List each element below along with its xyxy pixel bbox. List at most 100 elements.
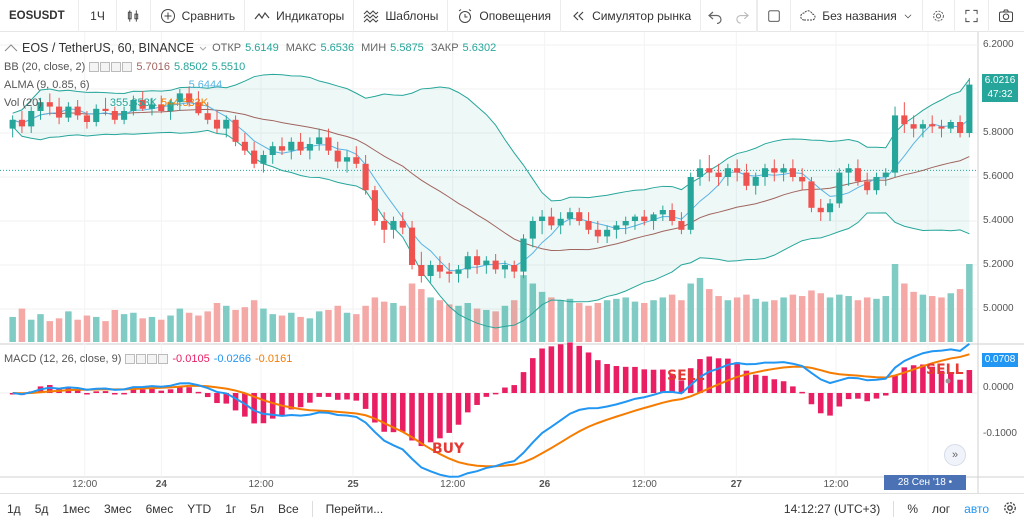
close-icon[interactable] <box>111 62 122 72</box>
bottom-settings-button[interactable] <box>996 501 1024 518</box>
high-value: 5.6536 <box>320 42 355 54</box>
candle-body <box>631 216 639 221</box>
range-buttons: 1д 5д 1мес 3мес 6мес YTD 1г 5л Все <box>0 502 306 516</box>
candle-body <box>492 260 499 270</box>
macd-histogram-bar <box>297 393 304 408</box>
range-button[interactable]: YTD <box>187 502 212 516</box>
candle-body <box>381 221 388 230</box>
candle-body <box>399 221 406 228</box>
layout-name-button[interactable]: Без названия <box>791 0 923 32</box>
compare-button[interactable]: Сравнить <box>151 0 246 32</box>
bb-basis-value: 5.7016 <box>136 61 170 73</box>
volume-bar <box>334 305 341 342</box>
percent-scale-button[interactable]: % <box>907 502 918 516</box>
fullscreen-select-button[interactable] <box>757 0 792 32</box>
collapse-legend-icon[interactable] <box>4 43 18 53</box>
candle-body <box>789 168 796 177</box>
log-scale-button[interactable]: лог <box>931 502 951 516</box>
range-button[interactable]: 1мес <box>62 502 90 516</box>
chart-canvas[interactable] <box>0 32 1024 493</box>
settings-button[interactable] <box>923 0 955 32</box>
title-chevron-icon[interactable] <box>198 43 208 53</box>
range-button[interactable]: 5д <box>34 502 49 516</box>
volume-bar <box>269 314 276 342</box>
volume-bar <box>650 300 657 342</box>
volume-bar <box>195 315 202 342</box>
macd-histogram-bar <box>102 391 109 393</box>
macd-histogram-bar <box>585 352 592 393</box>
layout-name-label: Без названия <box>822 8 897 23</box>
macd-histogram-bar <box>427 393 434 443</box>
candle-body <box>408 227 416 265</box>
bar-countdown-tag: 47:32 <box>982 88 1018 102</box>
candle-body <box>56 106 63 118</box>
alma-legend[interactable]: ALMA (9, 0.85, 6) 5.6444 <box>4 79 222 91</box>
candle-body <box>316 137 323 144</box>
macd-histogram-bar <box>307 393 313 403</box>
macd-line-value: -0.0266 <box>213 353 251 365</box>
candles-icon <box>127 9 138 22</box>
bb-legend[interactable]: BB (20, close, 2) 5.7016 5.8502 5.5510 <box>4 61 245 73</box>
volume-bar <box>102 321 109 342</box>
eye-icon[interactable] <box>125 354 136 364</box>
symbol-title[interactable]: EOS / TetherUS, 60, BINANCE <box>22 41 195 55</box>
goto-date-button[interactable]: Перейти... <box>325 502 384 516</box>
symbol-search[interactable]: EOSUSDT <box>0 0 80 32</box>
replay-button[interactable]: Симулятор рынка <box>561 0 702 32</box>
range-button[interactable]: 1д <box>7 502 21 516</box>
candle-body <box>93 108 100 122</box>
range-button[interactable]: 1г <box>225 502 237 516</box>
candle-body <box>724 168 731 177</box>
clock-timezone[interactable]: 14:12:27 (UTC+3) <box>783 502 881 516</box>
candle-body <box>557 218 564 226</box>
volume-legend[interactable]: Vol (20) 355.853K 544.533K <box>4 97 208 109</box>
eye-icon[interactable] <box>89 62 100 72</box>
bb-lower-value: 5.5510 <box>211 61 246 73</box>
range-button[interactable]: 6мес <box>145 502 174 516</box>
chart-type-button[interactable] <box>117 0 151 32</box>
more-icon[interactable] <box>158 354 169 364</box>
macd-histogram-bar <box>622 366 629 393</box>
scroll-to-realtime-button[interactable]: » <box>944 444 966 466</box>
range-button[interactable]: 3мес <box>103 502 132 516</box>
templates-button[interactable]: Шаблоны <box>354 0 449 32</box>
range-button[interactable]: 5л <box>250 502 264 516</box>
alerts-button[interactable]: Оповещения <box>448 0 562 32</box>
candle-body <box>427 265 434 276</box>
macd-histogram-bar <box>418 393 425 447</box>
candlesticks <box>9 78 973 283</box>
macd-histogram-bar <box>632 366 638 393</box>
volume-bar <box>668 294 676 342</box>
settings-icon[interactable] <box>100 62 111 72</box>
candle-body <box>817 207 824 213</box>
range-button[interactable]: Все <box>277 502 299 516</box>
more-icon[interactable] <box>122 62 133 72</box>
settings-icon[interactable] <box>136 354 147 364</box>
volume-bar <box>74 319 81 342</box>
candle-body <box>9 119 16 129</box>
close-icon[interactable] <box>147 354 158 364</box>
bb-controls[interactable] <box>89 62 133 72</box>
macd-controls[interactable] <box>125 354 169 364</box>
candle-body <box>882 172 889 177</box>
undo-button[interactable] <box>701 0 729 32</box>
macd-histogram-bar <box>641 369 648 393</box>
indicators-button[interactable]: Индикаторы <box>245 0 355 32</box>
candle-body <box>678 221 685 230</box>
macd-signal-value: -0.0161 <box>255 353 293 365</box>
snapshot-button[interactable] <box>989 0 1024 32</box>
interval-button[interactable]: 1Ч <box>79 0 117 32</box>
auto-scale-button[interactable]: авто <box>964 502 989 516</box>
templates-label: Шаблоны <box>385 8 439 23</box>
fullscreen-button[interactable] <box>955 0 989 32</box>
macd-histogram-bar <box>511 385 518 393</box>
volume-bar <box>27 319 35 342</box>
macd-histogram-bar <box>502 387 508 393</box>
macd-legend[interactable]: MACD (12, 26, close, 9) -0.0105 -0.0266 … <box>4 353 292 365</box>
macd-histogram-bar <box>920 364 926 393</box>
macd-histogram-bar <box>130 388 137 393</box>
candle-body <box>362 163 369 191</box>
redo-button[interactable] <box>729 0 758 32</box>
macd-histogram-bar <box>836 393 843 407</box>
volume-bar <box>752 298 759 342</box>
